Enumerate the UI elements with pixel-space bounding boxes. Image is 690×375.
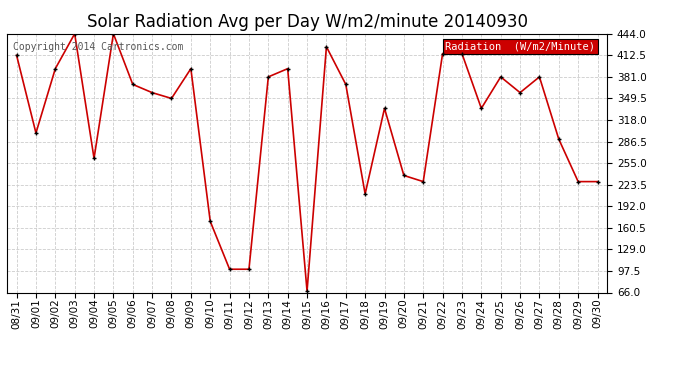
Point	[321, 44, 332, 50]
Point	[88, 155, 99, 161]
Point	[11, 53, 22, 58]
Point	[205, 218, 216, 224]
Point	[50, 66, 61, 72]
Point	[592, 178, 603, 184]
Point	[573, 178, 584, 184]
Point	[476, 105, 487, 111]
Title: Solar Radiation Avg per Day W/m2/minute 20140930: Solar Radiation Avg per Day W/m2/minute …	[86, 13, 528, 31]
Point	[224, 266, 235, 272]
Point	[359, 191, 371, 197]
Point	[244, 266, 255, 272]
Point	[30, 130, 41, 136]
Point	[186, 66, 197, 72]
Point	[417, 178, 428, 184]
Point	[69, 31, 80, 37]
Point	[495, 74, 506, 80]
Point	[534, 74, 545, 80]
Text: Copyright 2014 Cartronics.com: Copyright 2014 Cartronics.com	[13, 42, 184, 51]
Point	[379, 105, 390, 111]
Point	[282, 66, 293, 72]
Point	[302, 288, 313, 294]
Point	[108, 31, 119, 37]
Point	[263, 74, 274, 80]
Point	[457, 51, 468, 57]
Point	[437, 51, 448, 57]
Point	[553, 136, 564, 142]
Text: Radiation  (W/m2/Minute): Radiation (W/m2/Minute)	[445, 42, 595, 51]
Point	[515, 90, 526, 96]
Point	[340, 81, 351, 87]
Point	[127, 81, 138, 87]
Point	[398, 172, 409, 178]
Point	[166, 96, 177, 102]
Point	[146, 90, 157, 96]
